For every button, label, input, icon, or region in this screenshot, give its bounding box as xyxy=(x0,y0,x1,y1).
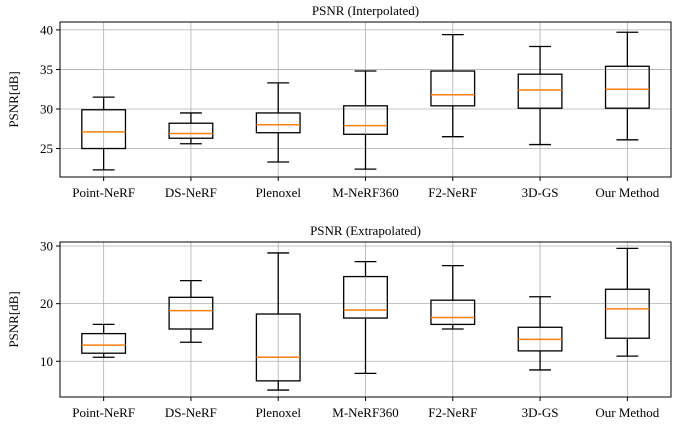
x-tick-label: 3D-GS xyxy=(522,185,559,200)
y-tick-label: 10 xyxy=(40,354,53,369)
box-ds-nerf xyxy=(168,279,214,343)
x-tick-label: Plenoxel xyxy=(255,185,301,200)
y-tick-label: 20 xyxy=(40,296,53,311)
box-f2-nerf xyxy=(430,264,476,330)
iqr-box xyxy=(168,122,214,139)
iqr-box xyxy=(430,299,476,326)
y-tick-label: 25 xyxy=(40,141,53,156)
chart-title: PSNR (Interpolated) xyxy=(312,3,419,18)
x-tick-label: DS-NeRF xyxy=(165,405,217,420)
panel-extrapolated: 10 20 30 Point-NeRF DS-NeRF Plenoxel M-NeRF360… xyxy=(6,223,672,420)
iqr-box xyxy=(517,73,563,109)
box-m-nerf360 xyxy=(343,70,388,170)
iqr-box xyxy=(81,109,127,150)
box-point-nerf xyxy=(81,323,127,358)
x-tick-label: Our Method xyxy=(595,405,659,420)
x-tick-label: F2-NeRF xyxy=(428,405,477,420)
x-tick-label: Plenoxel xyxy=(255,405,301,420)
iqr-box xyxy=(604,65,650,109)
panel-interpolated: 25 30 35 40 Point-NeRF DS-NeRF Plenoxel M-NeRF3… xyxy=(6,3,672,200)
y-tick-label: 30 xyxy=(40,239,53,254)
box-3d-gs xyxy=(517,296,563,371)
y-tick-label: 35 xyxy=(40,62,53,77)
iqr-box xyxy=(255,112,301,134)
box-point-nerf xyxy=(81,96,127,171)
x-tick-label: 3D-GS xyxy=(522,405,559,420)
box-ds-nerf xyxy=(168,112,214,145)
x-tick-label: M-NeRF360 xyxy=(332,405,398,420)
box-our-method xyxy=(604,31,650,141)
y-axis-label: PSNR[dB] xyxy=(6,291,21,347)
y-tick-label: 40 xyxy=(40,22,53,37)
iqr-box xyxy=(81,332,127,354)
x-tick-label: Point-NeRF xyxy=(72,185,135,200)
iqr-box xyxy=(343,275,388,319)
x-tick-label: M-NeRF360 xyxy=(332,185,398,200)
y-axis-label: PSNR[dB] xyxy=(6,71,21,127)
box-f2-nerf xyxy=(430,34,476,138)
iqr-box xyxy=(255,313,301,382)
y-tick-label: 30 xyxy=(40,101,53,116)
box-our-method xyxy=(604,247,650,357)
x-tick-label: Point-NeRF xyxy=(72,405,135,420)
box-m-nerf360 xyxy=(343,260,388,375)
x-tick-label: DS-NeRF xyxy=(165,185,217,200)
box-plenoxel xyxy=(255,82,301,163)
x-tick-label: F2-NeRF xyxy=(428,185,477,200)
iqr-box xyxy=(168,296,214,330)
iqr-box xyxy=(604,288,650,339)
chart-title: PSNR (Extrapolated) xyxy=(310,223,421,238)
x-tick-label: Our Method xyxy=(595,185,659,200)
iqr-box xyxy=(430,70,476,107)
box-3d-gs xyxy=(517,45,563,146)
iqr-box xyxy=(343,105,388,135)
box-plenoxel xyxy=(255,252,301,391)
